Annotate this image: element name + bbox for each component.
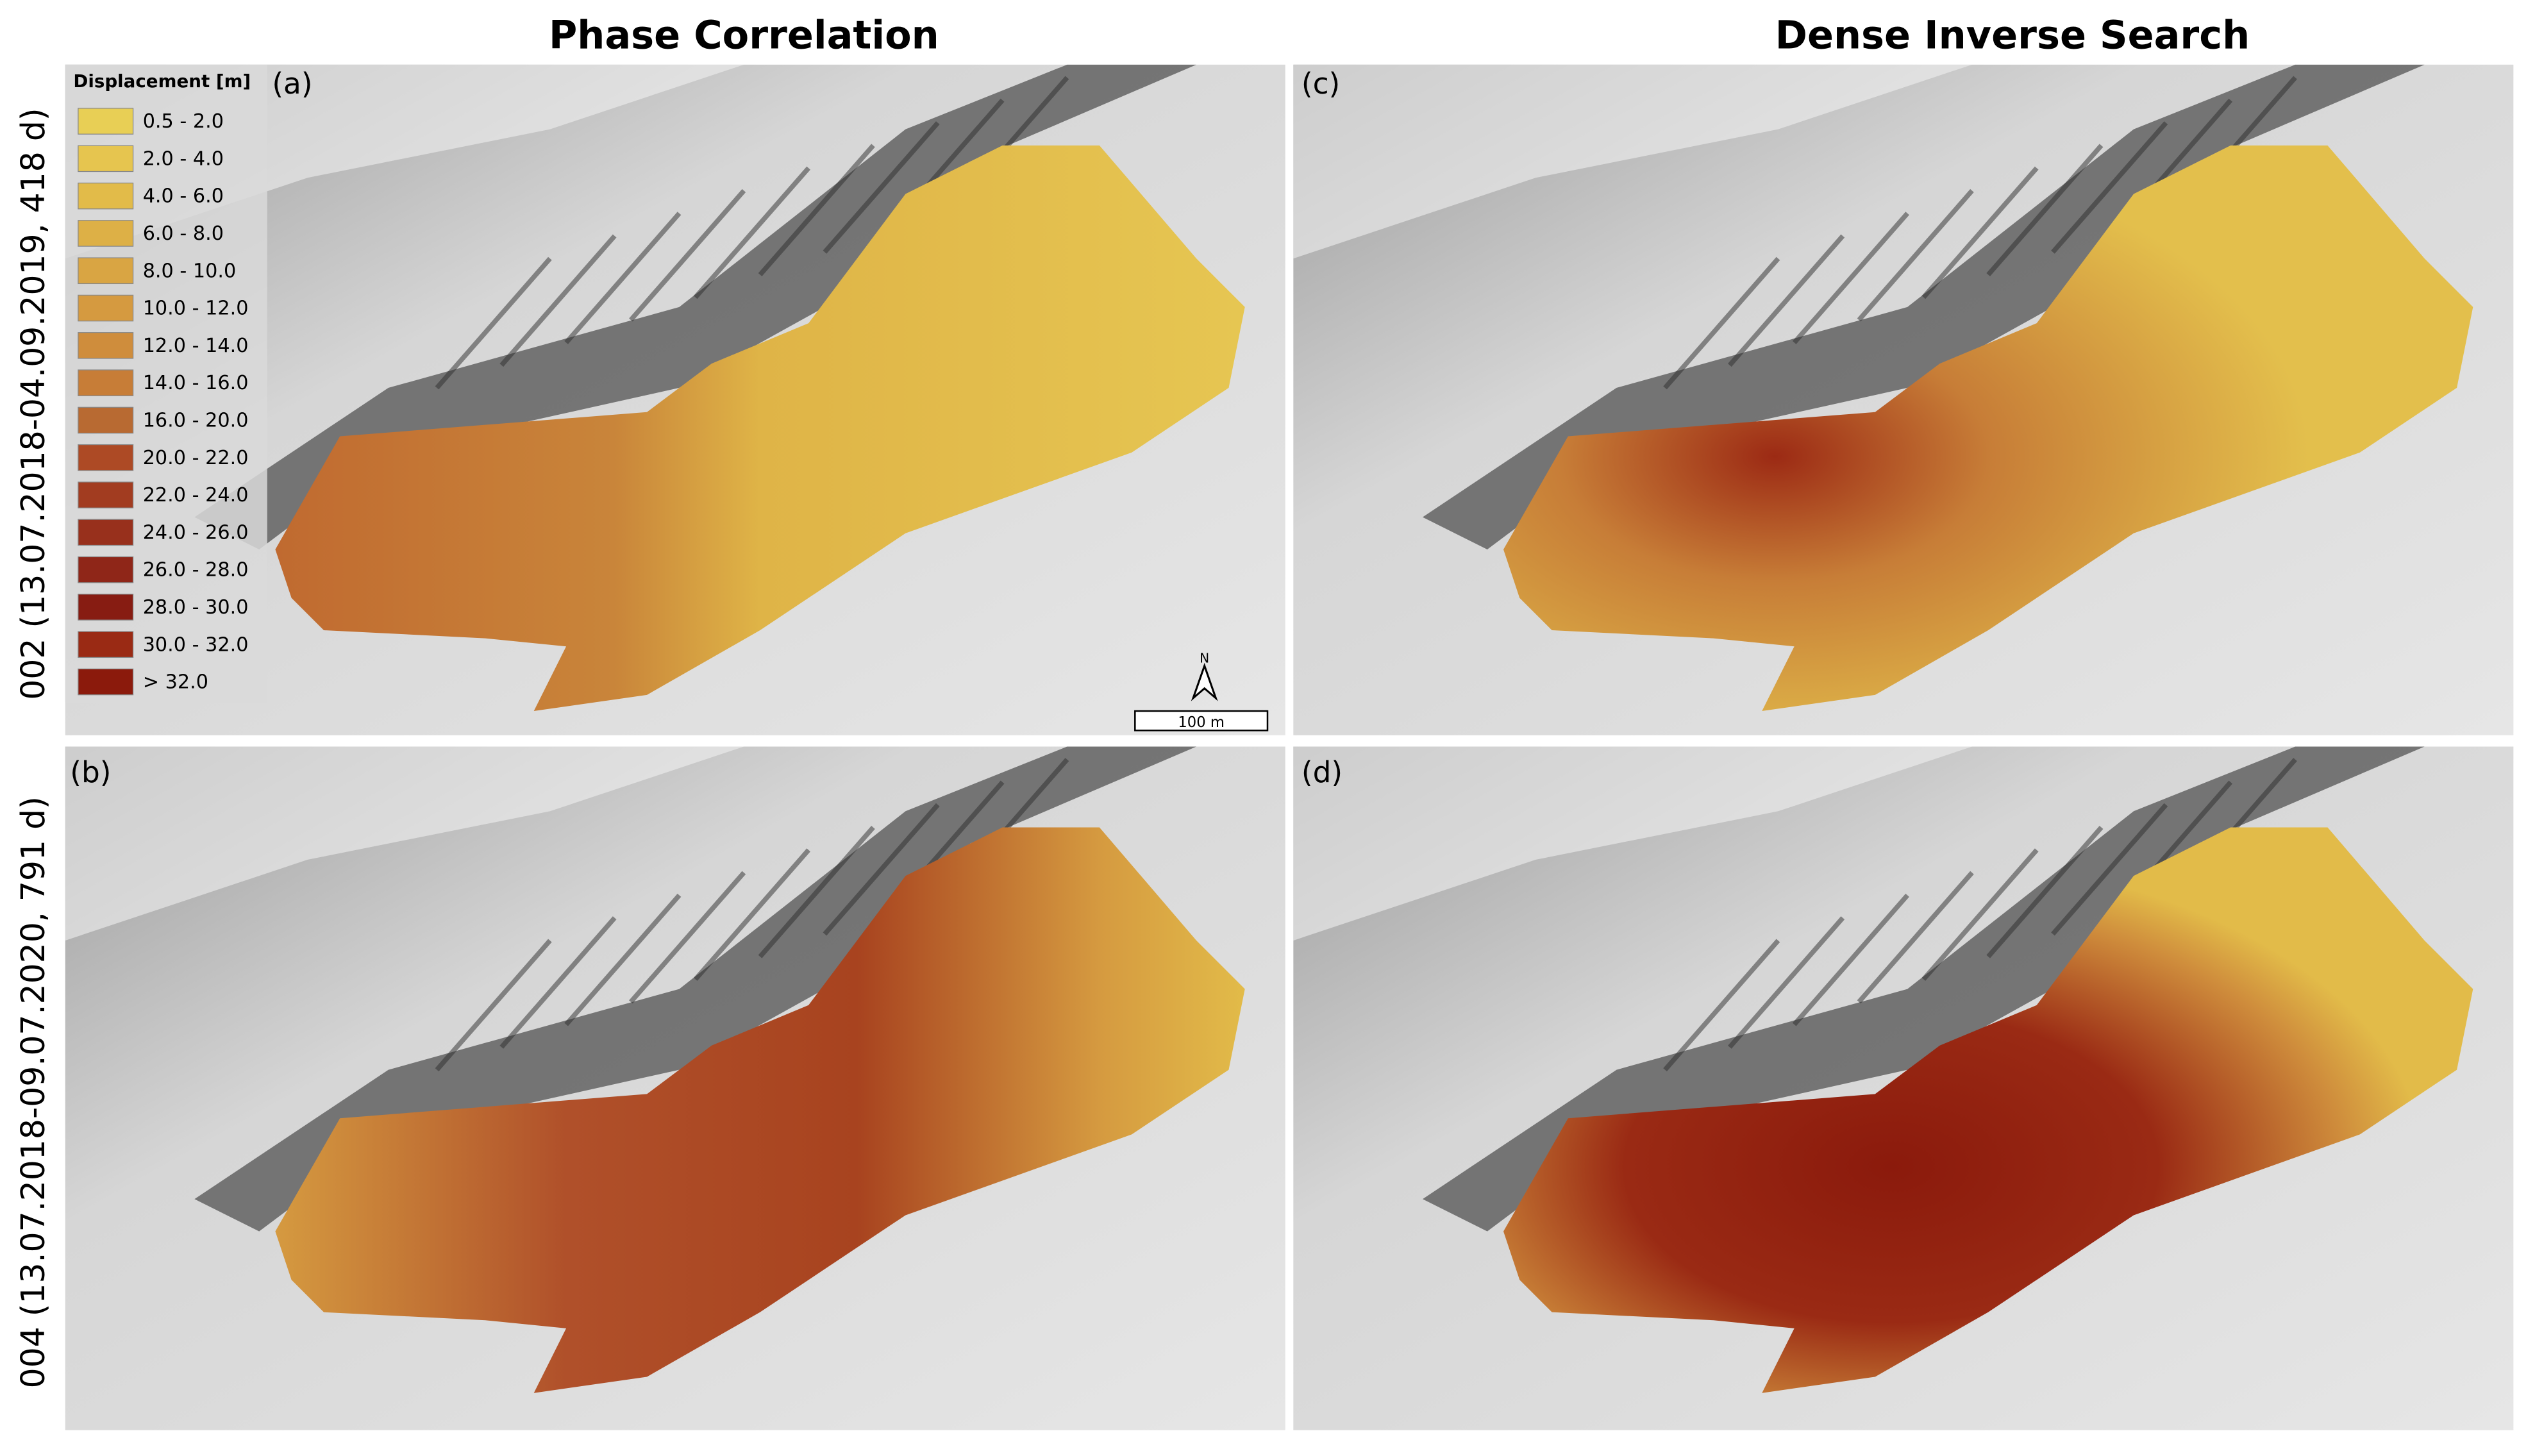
row-label: 004 (13.07.2018-09.07.2020, 791 d) (14, 796, 52, 1388)
north-label: N (1200, 650, 1209, 665)
terrain-line (1921, 848, 2039, 981)
landslide (275, 827, 1245, 1393)
terrain-line (1986, 826, 2104, 958)
terrain-line (823, 121, 940, 254)
terrain-line (1728, 234, 1845, 367)
terrain-line (1986, 144, 2104, 276)
ridge-light (1293, 64, 1972, 259)
legend-title: Displacement [m] (73, 71, 251, 92)
legend-label: 4.0 - 6.0 (143, 185, 224, 208)
legend: Displacement [m] 0.5 - 2.0 2.0 - 4.0 4.0 -… (65, 64, 267, 703)
legend-label: 16.0 - 20.0 (143, 410, 249, 432)
terrain-line (693, 848, 811, 981)
terrain-line (2051, 803, 2168, 936)
legend-swatch (78, 631, 134, 658)
panel-label: (d) (1301, 755, 1343, 789)
terrain-line (1857, 871, 1974, 1004)
terrain-line (629, 871, 746, 1004)
legend-label: 10.0 - 12.0 (143, 297, 249, 320)
landslide (275, 145, 1245, 712)
terrain-line (435, 256, 552, 390)
column-title: Phase Correlation (549, 13, 939, 58)
ridge-light (1293, 746, 1972, 941)
row-label: 002 (13.07.2018-04.09.2019, 418 d) (14, 108, 52, 700)
terrain-line (758, 144, 875, 276)
terrain-line (564, 212, 682, 344)
map-panel: (c) (1293, 64, 2514, 735)
panel-label: (b) (70, 755, 111, 789)
legend-swatch (78, 444, 134, 471)
terrain-line (1857, 188, 1974, 322)
ridge-light (65, 746, 744, 941)
legend-swatch (78, 556, 134, 583)
legend-label: 28.0 - 30.0 (143, 596, 249, 619)
scale-bar: 100 m (1134, 710, 1269, 732)
terrain-line (435, 939, 552, 1072)
legend-swatch (78, 481, 134, 508)
north-arrow-shape (1191, 662, 1218, 701)
terrain-line (1792, 893, 1909, 1026)
scale-bar-label: 100 m (1178, 714, 1225, 731)
legend-swatch (78, 406, 134, 434)
map-panel: (a) (65, 64, 1285, 735)
legend-swatch (78, 182, 134, 210)
terrain-line (564, 893, 682, 1026)
legend-label: 30.0 - 32.0 (143, 633, 249, 656)
legend-swatch (78, 519, 134, 546)
legend-label: 24.0 - 26.0 (143, 521, 249, 544)
terrain-line (823, 803, 940, 936)
legend-swatch (78, 257, 134, 285)
legend-swatch (78, 668, 134, 696)
legend-swatch (78, 594, 134, 621)
north-arrow: N (1191, 650, 1218, 701)
terrain-line (1663, 256, 1780, 390)
terrain-line (1663, 939, 1780, 1072)
terrain-line (758, 826, 875, 958)
legend-label: 12.0 - 14.0 (143, 335, 249, 357)
legend-label: > 32.0 (143, 671, 208, 694)
legend-label: 26.0 - 28.0 (143, 559, 249, 582)
column-title: Dense Inverse Search (1775, 13, 2250, 58)
legend-label: 0.5 - 2.0 (143, 110, 224, 133)
legend-label: 14.0 - 16.0 (143, 372, 249, 394)
legend-label: 6.0 - 8.0 (143, 222, 224, 245)
landslide (1503, 145, 2473, 712)
panel-label: (c) (1301, 67, 1340, 101)
legend-swatch (78, 108, 134, 135)
map-panel: (d) (1293, 746, 2514, 1430)
terrain-line (1728, 916, 1845, 1049)
legend-swatch (78, 220, 134, 247)
legend-swatch (78, 369, 134, 396)
legend-swatch (78, 145, 134, 172)
legend-label: 2.0 - 4.0 (143, 147, 224, 170)
legend-label: 20.0 - 22.0 (143, 447, 249, 469)
terrain-line (629, 188, 746, 322)
legend-label: 8.0 - 10.0 (143, 260, 237, 282)
scale-bar-box (1134, 710, 1269, 732)
legend-swatch (78, 332, 134, 359)
terrain-line (693, 166, 811, 299)
terrain-line (499, 234, 617, 367)
legend-label: 22.0 - 24.0 (143, 484, 249, 506)
map-panel: (b) (65, 746, 1285, 1430)
legend-swatch (78, 294, 134, 322)
panel-label: (a) (272, 67, 312, 101)
landslide (1503, 827, 2473, 1393)
panels: (a) (c) (b) (d) (65, 64, 2514, 1430)
terrain-line (499, 916, 617, 1049)
terrain-line (1921, 166, 2039, 299)
terrain-line (2051, 121, 2168, 254)
terrain-line (1792, 212, 1909, 344)
